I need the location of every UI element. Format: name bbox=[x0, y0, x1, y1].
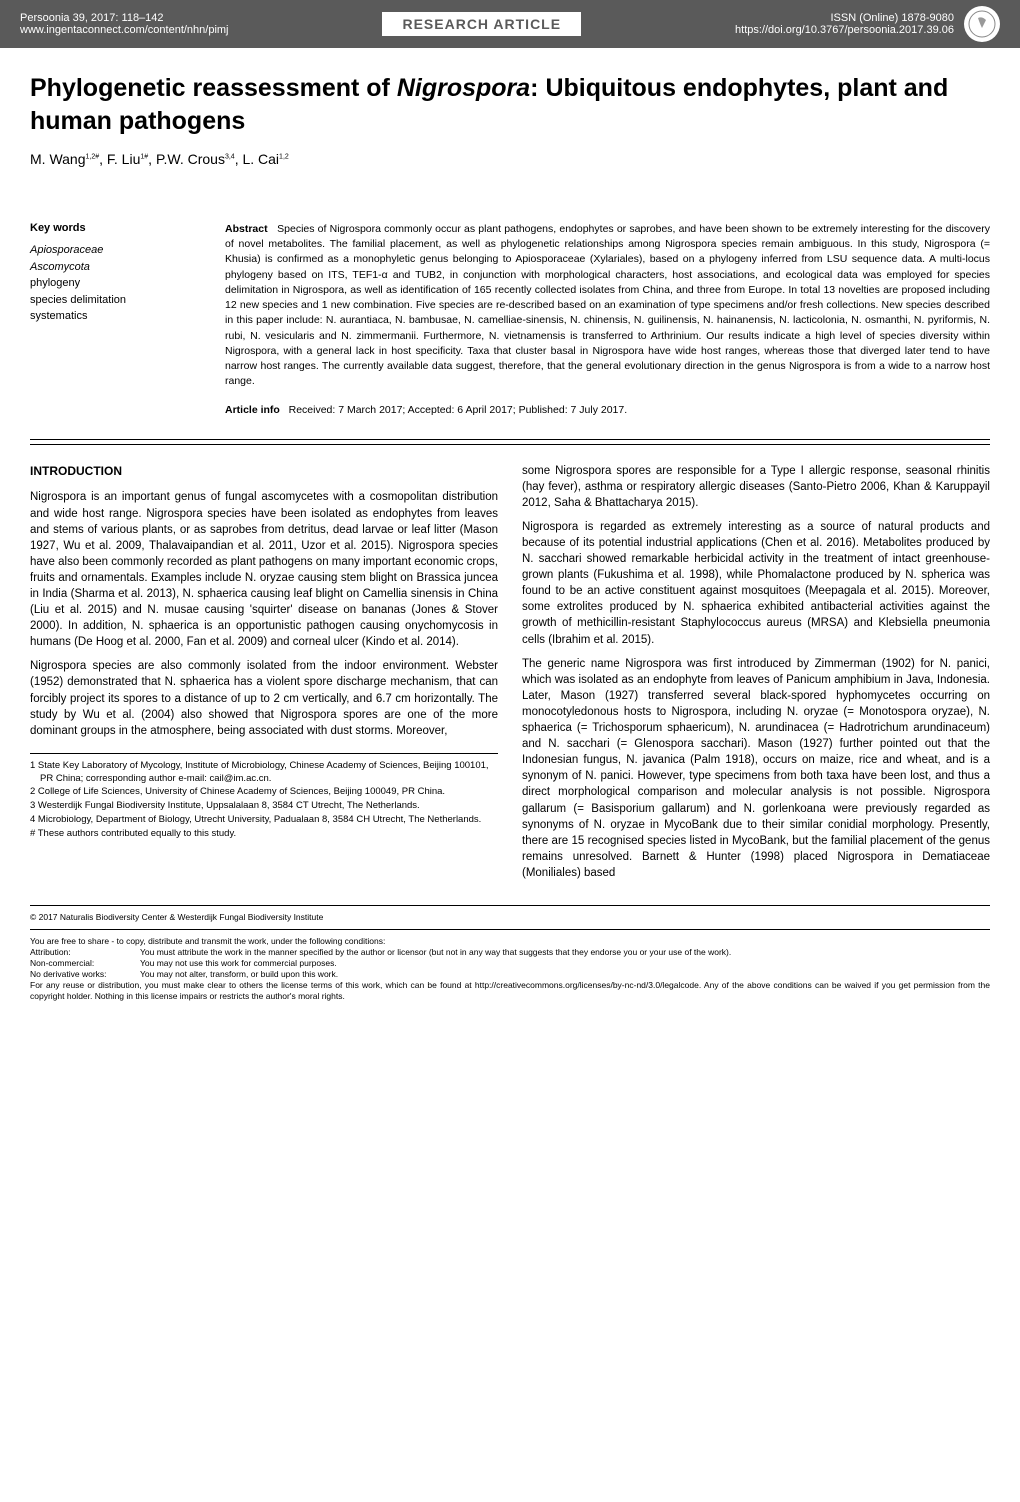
left-column: INTRODUCTION Nigrospora is an important … bbox=[30, 463, 498, 889]
keyword-item: phylogeny bbox=[30, 275, 195, 292]
keyword-item: systematics bbox=[30, 308, 195, 325]
abstract-heading: Abstract bbox=[225, 223, 268, 235]
header-left: Persoonia 39, 2017: 118–142 www.ingentac… bbox=[20, 12, 229, 36]
authors-line: M. Wang1,2#, F. Liu1#, P.W. Crous3,4, L.… bbox=[30, 151, 990, 167]
affiliation-item: 2 College of Life Sciences, University o… bbox=[30, 786, 498, 799]
keyword-item: species delimitation bbox=[30, 292, 195, 309]
affiliation-item: 4 Microbiology, Department of Biology, U… bbox=[30, 814, 498, 827]
right-column: some Nigrospora spores are responsible f… bbox=[522, 463, 990, 889]
reuse-text: For any reuse or distribution, you must … bbox=[30, 980, 990, 1002]
affiliation-item: 3 Westerdijk Fungal Biodiversity Institu… bbox=[30, 800, 498, 813]
section-heading-introduction: INTRODUCTION bbox=[30, 463, 498, 480]
divider-line bbox=[30, 929, 990, 930]
copyright-line: © 2017 Naturalis Biodiversity Center & W… bbox=[30, 912, 990, 923]
body-paragraph: Nigrospora is regarded as extremely inte… bbox=[522, 519, 990, 648]
abstract-block: Abstract Species of Nigrospora commonly … bbox=[225, 222, 990, 389]
article-type-banner: RESEARCH ARTICLE bbox=[382, 12, 581, 36]
noderivative-text: You may not alter, transform, or build u… bbox=[140, 969, 338, 980]
doi-link[interactable]: https://doi.org/10.3767/persoonia.2017.3… bbox=[735, 24, 954, 36]
body-content: INTRODUCTION Nigrospora is an important … bbox=[0, 445, 1020, 899]
affiliation-item: 1 State Key Laboratory of Mycology, Inst… bbox=[30, 760, 498, 786]
affiliation-item: # These authors contributed equally to t… bbox=[30, 828, 498, 841]
divider-line bbox=[30, 439, 990, 440]
header-bar: Persoonia 39, 2017: 118–142 www.ingentac… bbox=[0, 0, 1020, 48]
noncommercial-label: Non-commercial: bbox=[30, 958, 140, 969]
divider-line bbox=[30, 905, 990, 906]
journal-logo-icon bbox=[964, 6, 1000, 42]
keyword-item: Ascomycota bbox=[30, 259, 195, 276]
attribution-label: Attribution: bbox=[30, 947, 140, 958]
abstract-column: Abstract Species of Nigrospora commonly … bbox=[225, 222, 990, 419]
license-row: No derivative works: You may not alter, … bbox=[30, 969, 990, 980]
keywords-list: Apiosporaceae Ascomycota phylogeny speci… bbox=[30, 242, 195, 325]
keywords-heading: Key words bbox=[30, 222, 195, 234]
body-paragraph: some Nigrospora spores are responsible f… bbox=[522, 463, 990, 511]
footer-section: © 2017 Naturalis Biodiversity Center & W… bbox=[0, 905, 1020, 1012]
share-line: You are free to share - to copy, distrib… bbox=[30, 936, 990, 947]
body-paragraph: Nigrospora is an important genus of fung… bbox=[30, 489, 498, 650]
abstract-text: Species of Nigrospora commonly occur as … bbox=[225, 223, 990, 387]
keywords-column: Key words Apiosporaceae Ascomycota phylo… bbox=[30, 222, 195, 419]
meta-section: Key words Apiosporaceae Ascomycota phylo… bbox=[0, 222, 1020, 419]
body-paragraph: The generic name Nigrospora was first in… bbox=[522, 656, 990, 881]
license-row: Non-commercial: You may not use this wor… bbox=[30, 958, 990, 969]
issn-label: ISSN (Online) 1878-9080 bbox=[830, 12, 954, 24]
keyword-item: Apiosporaceae bbox=[30, 242, 195, 259]
article-info-text: Received: 7 March 2017; Accepted: 6 Apri… bbox=[289, 404, 628, 416]
header-right: ISSN (Online) 1878-9080 https://doi.org/… bbox=[735, 6, 1000, 42]
noncommercial-text: You may not use this work for commercial… bbox=[140, 958, 337, 969]
body-paragraph: Nigrospora species are also commonly iso… bbox=[30, 658, 498, 738]
article-title: Phylogenetic reassessment of Nigrospora:… bbox=[30, 72, 990, 137]
article-info-block: Article info Received: 7 March 2017; Acc… bbox=[225, 403, 990, 418]
title-section: Phylogenetic reassessment of Nigrospora:… bbox=[0, 48, 1020, 197]
noderivative-label: No derivative works: bbox=[30, 969, 140, 980]
license-row: Attribution: You must attribute the work… bbox=[30, 947, 990, 958]
journal-url[interactable]: www.ingentaconnect.com/content/nhn/pimj bbox=[20, 24, 229, 36]
affiliations-block: 1 State Key Laboratory of Mycology, Inst… bbox=[30, 753, 498, 841]
article-info-heading: Article info bbox=[225, 404, 280, 416]
attribution-text: You must attribute the work in the manne… bbox=[140, 947, 731, 958]
journal-citation: Persoonia 39, 2017: 118–142 bbox=[20, 12, 229, 24]
